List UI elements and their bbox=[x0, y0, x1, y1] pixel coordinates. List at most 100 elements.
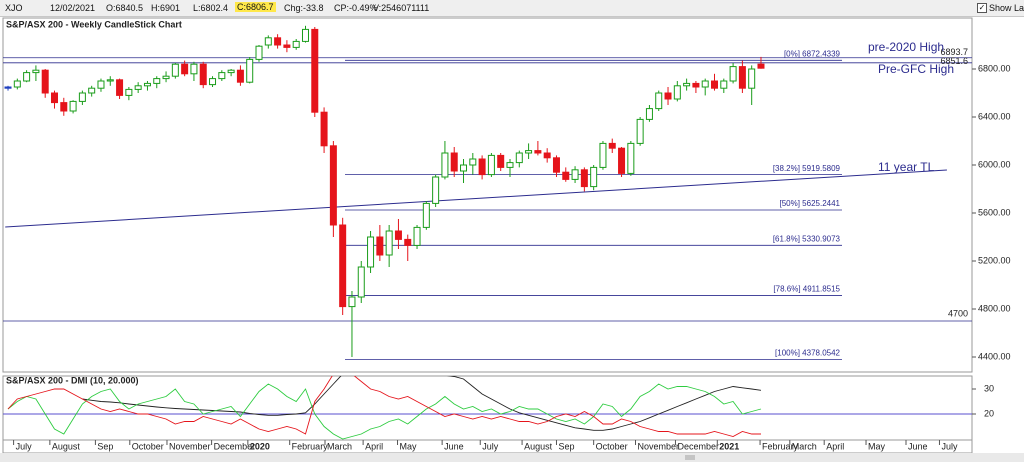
high: H:6901 bbox=[151, 3, 181, 13]
y-tick-label: 4400.00 bbox=[978, 351, 1011, 361]
candle-body bbox=[711, 80, 719, 89]
candle-body bbox=[320, 111, 328, 147]
low: L:6802.4 bbox=[193, 3, 229, 13]
y-tick-label: 5200.00 bbox=[978, 255, 1011, 265]
candle-body bbox=[618, 147, 626, 174]
x-tick-label: June bbox=[908, 441, 928, 451]
show-last-label[interactable]: Show Last bbox=[989, 3, 1024, 13]
fib-label: [50%] 5625.2441 bbox=[780, 199, 841, 208]
x-tick-label: June bbox=[444, 441, 464, 451]
x-tick-label: 2020 bbox=[250, 441, 270, 451]
x-tick-label: March bbox=[327, 441, 352, 451]
candle-body bbox=[143, 82, 151, 87]
level-label: 6893.7 bbox=[940, 47, 968, 57]
candle-body bbox=[506, 162, 514, 168]
candle-body bbox=[571, 169, 579, 180]
candle-body bbox=[274, 37, 282, 46]
x-tick-label: November bbox=[637, 441, 679, 451]
dmi-line bbox=[7, 383, 762, 440]
candle-body bbox=[329, 145, 337, 226]
fib-label: [38.2%] 5919.5809 bbox=[773, 164, 841, 173]
candle-body bbox=[227, 69, 235, 74]
x-tick-label: February bbox=[292, 441, 329, 451]
x-tick-label: July bbox=[16, 441, 33, 451]
fib-label: [0%] 6872.4339 bbox=[784, 49, 841, 58]
candle-body bbox=[413, 226, 421, 246]
x-tick-label: April bbox=[365, 441, 383, 451]
candle-body bbox=[190, 63, 198, 75]
x-tick-label: November bbox=[169, 441, 211, 451]
candle-body bbox=[218, 72, 226, 80]
fib-label: [78.6%] 4911.8515 bbox=[773, 285, 840, 294]
candle-body bbox=[50, 92, 58, 104]
candle-body bbox=[255, 45, 263, 60]
candle-body bbox=[32, 69, 40, 74]
candle-body bbox=[171, 63, 179, 77]
date: 12/02/2021 bbox=[50, 3, 96, 13]
x-tick-label: May bbox=[400, 441, 418, 451]
candle-body bbox=[478, 158, 486, 176]
dmi-line bbox=[7, 376, 761, 437]
candle-body bbox=[106, 79, 114, 82]
candle-body bbox=[748, 68, 756, 89]
candle-body bbox=[292, 40, 300, 48]
candle-body bbox=[116, 79, 124, 96]
dmi-line bbox=[82, 376, 762, 431]
candle-body bbox=[673, 85, 681, 100]
candle-body bbox=[441, 152, 449, 178]
dmi-title: S&P/ASX 200 - DMI (10, 20.000) bbox=[6, 375, 139, 385]
close: C:6806.7 bbox=[235, 2, 276, 12]
x-tick-label: Sep bbox=[97, 441, 113, 451]
candle-body bbox=[301, 28, 309, 42]
candle-body bbox=[729, 66, 737, 82]
y-tick-label: 4800.00 bbox=[978, 303, 1011, 313]
candle-body bbox=[664, 92, 672, 100]
candle-body bbox=[552, 157, 560, 173]
symbol: XJO bbox=[5, 3, 23, 13]
price-plot bbox=[3, 25, 972, 361]
dmi-panel bbox=[2, 375, 973, 441]
candle-body bbox=[162, 75, 170, 80]
candle-body bbox=[23, 72, 31, 82]
candle-body bbox=[469, 158, 477, 166]
candle-body bbox=[450, 152, 458, 172]
scrollbar[interactable] bbox=[0, 453, 1024, 462]
candle-body bbox=[246, 58, 254, 83]
candle-body bbox=[515, 152, 523, 164]
candle-body bbox=[487, 154, 495, 176]
candle-body bbox=[13, 80, 21, 88]
candle-body bbox=[608, 142, 616, 149]
header-bar: XJO 12/02/2021 O:6840.5 H:6901 L:6802.4 … bbox=[0, 0, 1024, 17]
dmi-tick-label: 30 bbox=[984, 383, 994, 393]
candle-body bbox=[738, 66, 746, 89]
candle-body bbox=[134, 85, 142, 90]
candle-body bbox=[534, 150, 542, 154]
candle-body bbox=[692, 82, 700, 88]
annotation: pre-2020 High bbox=[868, 40, 944, 54]
candle-body bbox=[339, 224, 347, 308]
x-tick-label: December bbox=[214, 441, 256, 451]
candle-body bbox=[199, 63, 207, 86]
candle-body bbox=[757, 63, 765, 69]
fib-label: [100%] 4378.0542 bbox=[775, 349, 840, 358]
candle-body bbox=[264, 37, 272, 46]
dmi-tick-label: 20 bbox=[984, 408, 994, 418]
candle-body bbox=[562, 171, 570, 180]
candle-body bbox=[385, 230, 393, 256]
candle-body bbox=[645, 108, 653, 120]
candle-body bbox=[4, 86, 12, 89]
x-tick-label: 2021 bbox=[719, 441, 739, 451]
change-pct: CP:-0.49% bbox=[334, 3, 378, 13]
annotation: Pre-GFC High bbox=[878, 62, 954, 76]
candle-body bbox=[88, 87, 96, 94]
x-tick-label: April bbox=[826, 441, 844, 451]
x-tick-label: October bbox=[596, 441, 628, 451]
candle-body bbox=[655, 92, 663, 110]
y-tick-label: 5600.00 bbox=[978, 207, 1011, 217]
level-label: 6851.6 bbox=[940, 56, 968, 66]
scroll-thumb[interactable] bbox=[685, 455, 695, 460]
show-last-checkbox[interactable]: ✓ bbox=[977, 3, 987, 13]
change: Chg:-33.8 bbox=[284, 3, 324, 13]
y-tick-label: 6400.00 bbox=[978, 111, 1011, 121]
y-tick-label: 6800.00 bbox=[978, 63, 1011, 73]
